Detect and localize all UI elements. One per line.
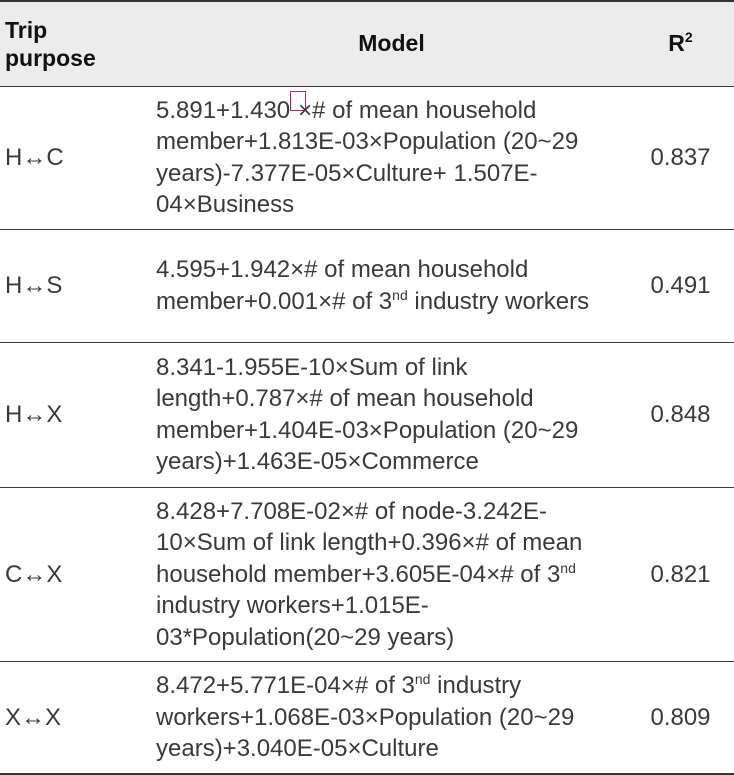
- r-squared-cell: 0.821: [650, 560, 711, 588]
- header-row: Trip purpose Model R2: [0, 1, 734, 86]
- model-cell: 8.341-1.955E-10×Sum of link length+0.787…: [137, 342, 627, 487]
- table-row: H↔S 4.595+1.942×# of mean household memb…: [0, 229, 734, 342]
- table-row: H↔X 8.341-1.955E-10×Sum of link length+0…: [0, 342, 734, 487]
- model-text: 8.428+7.708E-02×# of node-3.242E-10×Sum …: [156, 497, 583, 588]
- model-text: industry workers: [407, 287, 590, 315]
- model-cell: 4.595+1.942×# of mean household member+0…: [137, 229, 627, 342]
- trip-purpose-header-line1: Trip: [5, 16, 48, 43]
- r-squared-header-sup: 2: [684, 28, 693, 45]
- trip-purpose-cell: H↔C: [5, 143, 64, 171]
- trip-purpose-cell: H↔X: [5, 400, 63, 428]
- trip-purpose-cell: H↔S: [5, 271, 63, 299]
- table-body: H↔C 5.891+1.430 ×# of mean household memb…: [0, 86, 734, 774]
- model-text: 4.595+1.942×# of mean household member+0…: [156, 256, 529, 315]
- model-text: 5.891+1.430: [156, 96, 291, 124]
- trip-purpose-header-line2: purpose: [5, 44, 96, 71]
- table-header: Trip purpose Model R2: [0, 1, 734, 86]
- model-header: Model: [358, 30, 425, 57]
- trip-purpose-cell: C↔X: [5, 560, 63, 588]
- model-text: industry workers+1.015E-03*Population(20…: [156, 592, 455, 651]
- model-cell: 8.472+5.771E-04×# of 3nd industry worker…: [137, 662, 627, 774]
- r-squared-cell: 0.848: [650, 400, 711, 428]
- trip-purpose-cell: X↔X: [5, 703, 62, 731]
- model-text: industry workers+1.068E-03×Population (2…: [156, 672, 575, 762]
- trip-purpose-header: Trip purpose: [0, 1, 137, 86]
- placeholder-box-icon: [290, 90, 307, 111]
- model-text: ×# of mean household member+1.813E-03×Po…: [156, 96, 579, 219]
- r-squared-cell: 0.809: [650, 703, 711, 731]
- r-squared-header-base: R: [668, 29, 685, 56]
- ordinal-suffix: nd: [414, 671, 431, 687]
- model-cell: 8.428+7.708E-02×# of node-3.242E-10×Sum …: [137, 487, 627, 662]
- table-row: H↔C 5.891+1.430 ×# of mean household memb…: [0, 86, 734, 229]
- table-row: X↔X 8.472+5.771E-04×# of 3nd industry wo…: [0, 661, 734, 774]
- r-squared-cell: 0.837: [650, 143, 711, 171]
- r-squared-header: R2: [627, 1, 734, 86]
- table-row: C↔X 8.428+7.708E-02×# of node-3.242E-10×…: [0, 487, 734, 662]
- ordinal-suffix: nd: [392, 286, 408, 303]
- r-squared-cell: 0.491: [650, 271, 711, 299]
- ordinal-suffix: nd: [560, 559, 576, 576]
- model-cell: 5.891+1.430 ×# of mean household member+1…: [137, 86, 627, 229]
- model-text: 8.341-1.955E-10×Sum of link length+0.787…: [156, 353, 579, 476]
- model-text: 8.472+5.771E-04×# of 3: [156, 672, 415, 699]
